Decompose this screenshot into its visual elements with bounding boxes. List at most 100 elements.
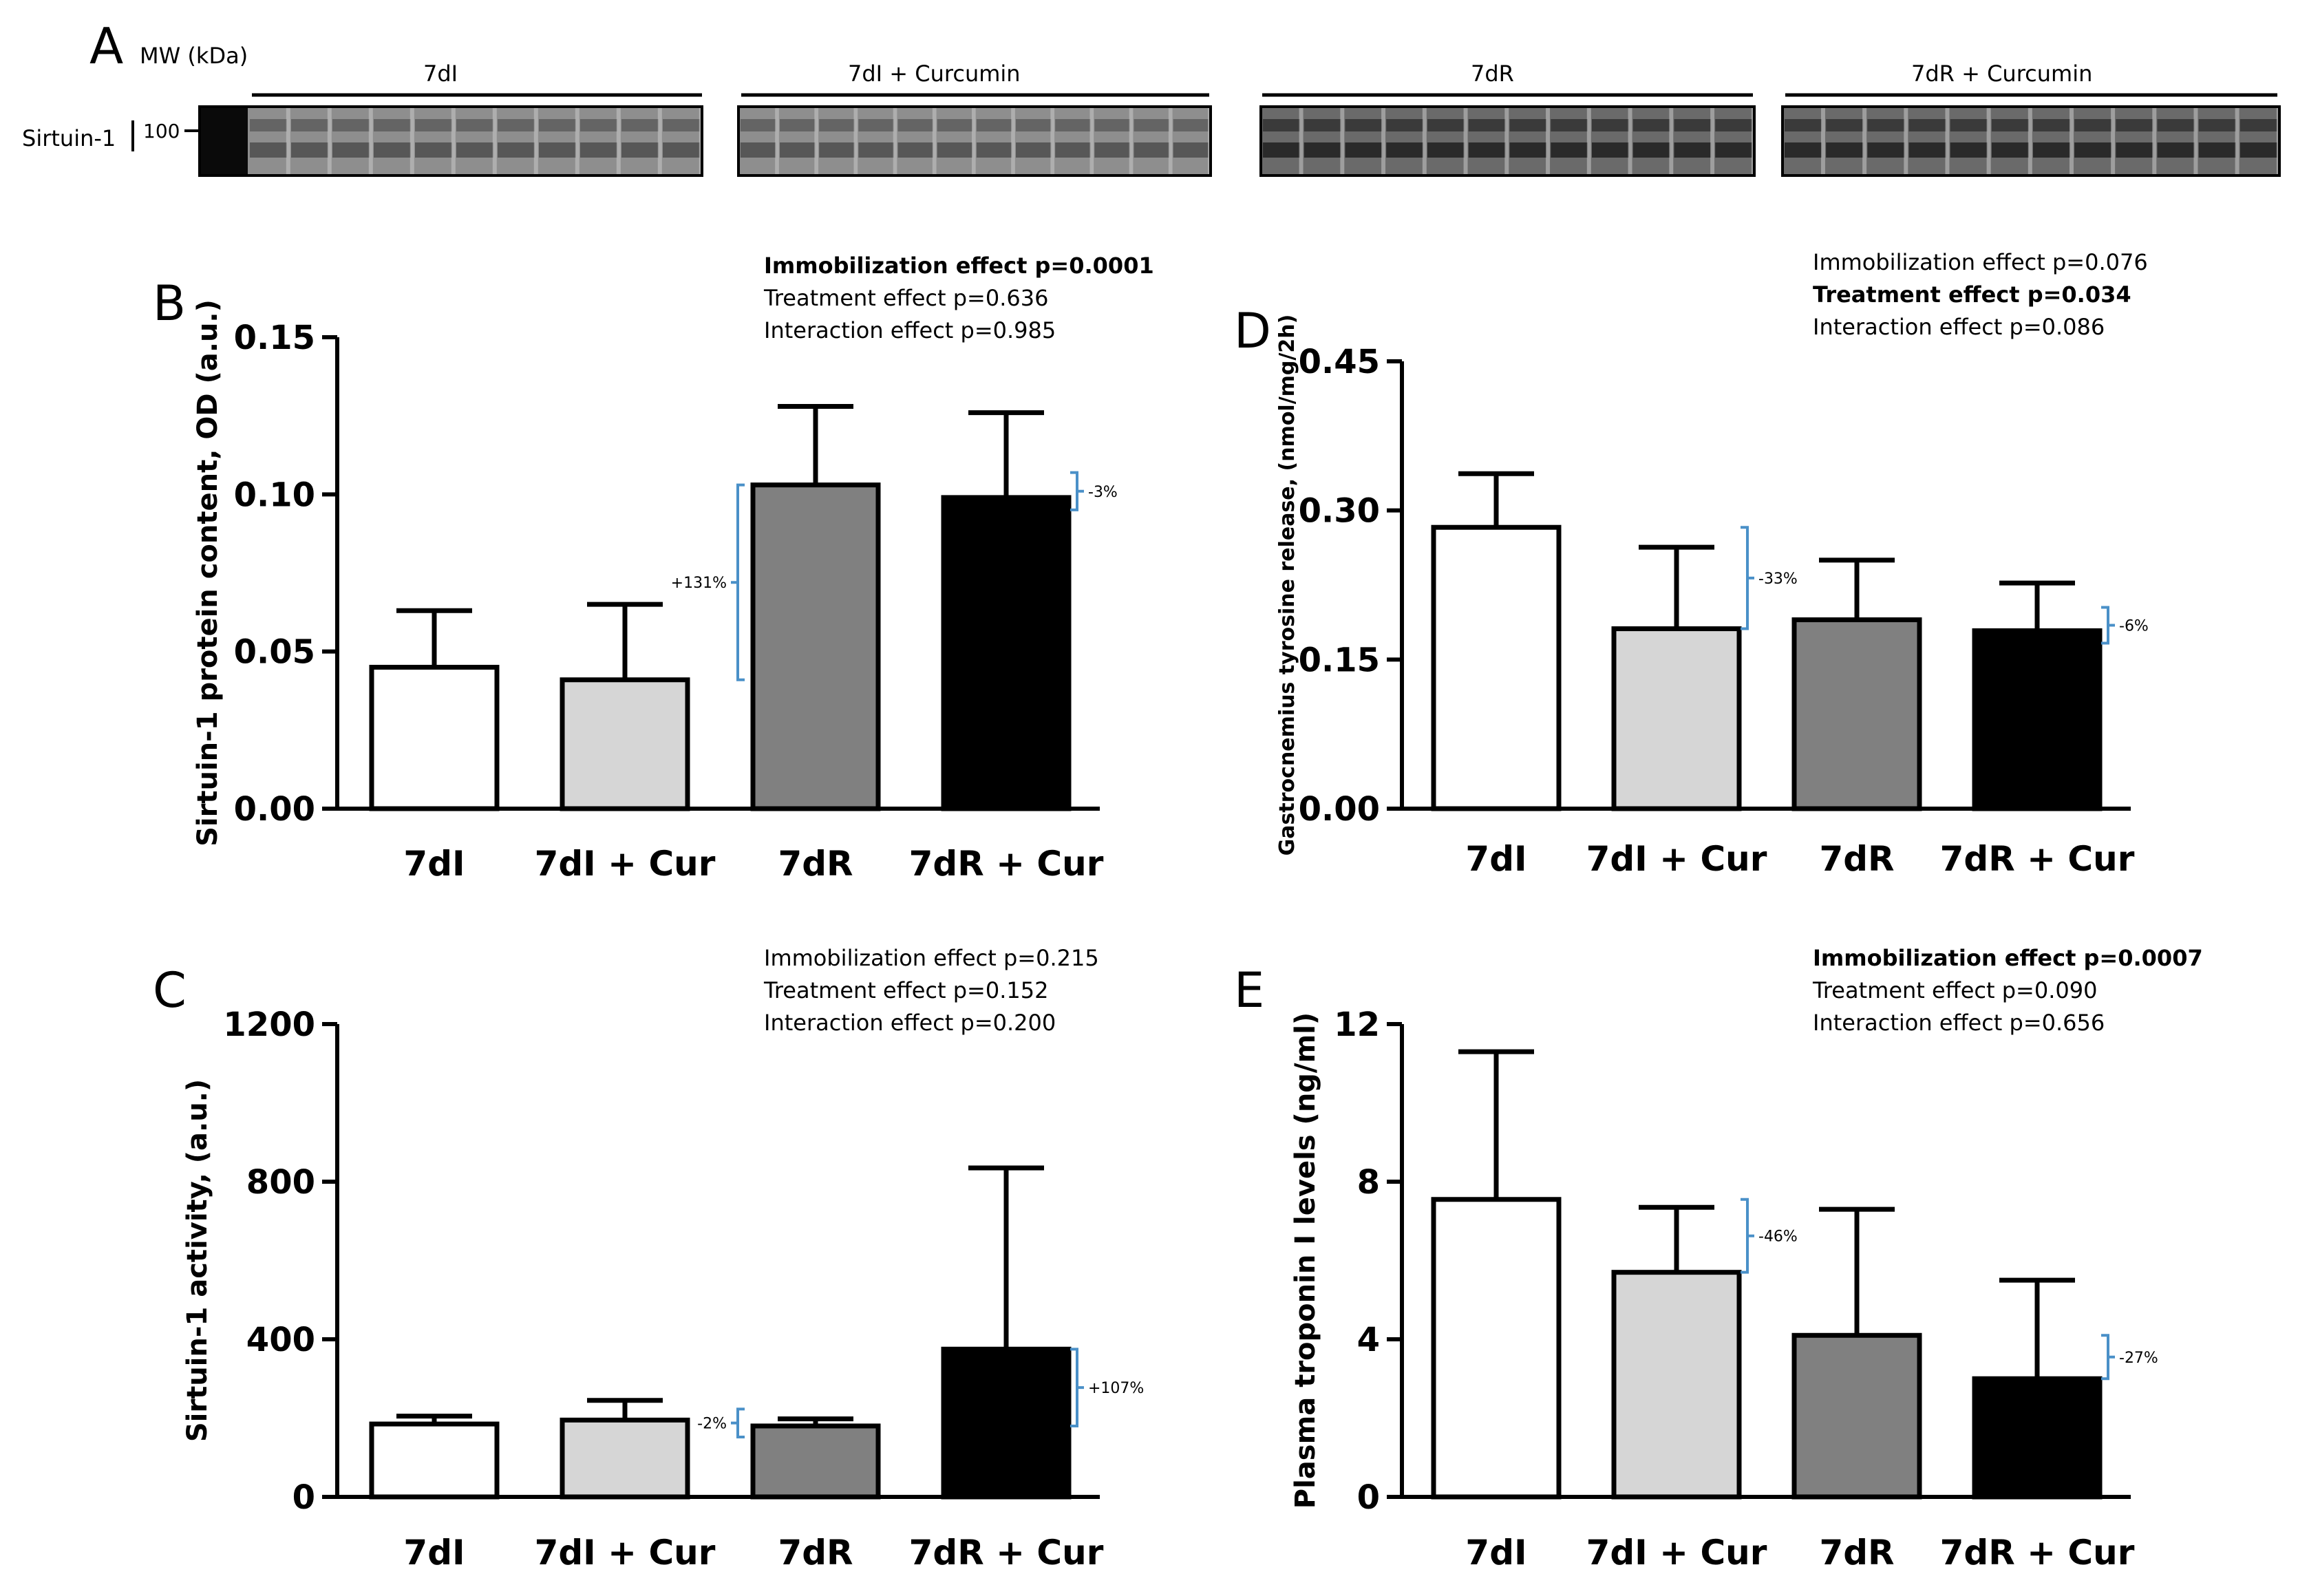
stats-line: Immobilization effect p=0.215 <box>764 945 1099 971</box>
change-bracket <box>2101 1334 2115 1381</box>
blot-band-upper <box>1674 119 1712 131</box>
y-tick-label: 400 <box>246 1321 315 1359</box>
blot-band-lower <box>2240 142 2277 158</box>
blot-band-upper <box>580 119 617 131</box>
change-label: -3% <box>1088 484 1118 501</box>
blot-band-upper <box>1991 119 2029 131</box>
blot-band-lower <box>1134 142 1169 158</box>
blot-lane-gap <box>932 107 937 175</box>
blot-band-upper <box>1094 119 1130 131</box>
blot-lane-gap <box>1504 107 1509 175</box>
blot-band-lower <box>937 142 973 158</box>
blot-lane-gap <box>893 107 897 175</box>
blot-lane-gap <box>971 107 976 175</box>
bar-7di-cur <box>1611 1270 1742 1500</box>
blot-band-upper <box>819 119 855 131</box>
stats-line: Treatment effect p=0.034 <box>1813 281 2131 308</box>
y-tick-label: 0.45 <box>1299 343 1380 381</box>
blot-lane-gap <box>368 107 373 175</box>
blot-strip-3 <box>1259 105 1756 177</box>
mw-label: MW (kDa) <box>140 43 248 69</box>
blot-band-upper <box>1632 119 1670 131</box>
blot-band-lower <box>1632 142 1670 158</box>
blot-band-upper <box>1345 119 1383 131</box>
blot-band-upper <box>1826 119 1864 131</box>
blot-band-lower <box>858 142 894 158</box>
blot-band-lower <box>1173 142 1209 158</box>
blot-band-lower <box>1591 142 1629 158</box>
blot-band-upper <box>2157 119 2195 131</box>
blot-band-upper <box>291 119 328 131</box>
blot-lane-gap <box>853 107 858 175</box>
change-label: -2% <box>697 1416 727 1433</box>
blot-lane-gap <box>2152 107 2157 175</box>
category-label: 7dI <box>1465 1533 1526 1573</box>
blot-band-upper <box>1262 119 1300 131</box>
blot-band-upper <box>1867 119 1905 131</box>
blot-band-upper <box>1134 119 1169 131</box>
bar-7dr <box>1791 617 1922 811</box>
blot-lane-gap <box>1463 107 1468 175</box>
blot-band-lower <box>1016 142 1052 158</box>
y-tick-label: 0.00 <box>1299 790 1380 829</box>
change-bracket <box>1741 1198 1754 1274</box>
stats-line: Interaction effect p=0.656 <box>1813 1010 2105 1036</box>
category-label: 7dR + Cur <box>909 1533 1104 1573</box>
blot-band-upper <box>1715 119 1753 131</box>
blot-band-upper <box>1304 119 1341 131</box>
blot-band-upper <box>1509 119 1547 131</box>
blot-band-upper <box>780 119 816 131</box>
blot-band-upper <box>621 119 659 131</box>
blot-band-upper <box>539 119 576 131</box>
blot-strip-frame <box>1259 105 1756 177</box>
blot-band-lower <box>1055 142 1091 158</box>
blot-lane-gap <box>286 107 290 175</box>
blot-band-lower <box>621 142 659 158</box>
y-tick-label: 4 <box>1357 1321 1380 1359</box>
blot-band-lower <box>1386 142 1424 158</box>
panel-c: C Immobilization effect p=0.215 Treatment … <box>153 945 1144 1573</box>
blot-lane-gap <box>1862 107 1867 175</box>
y-tick-label: 0 <box>1357 1478 1380 1517</box>
blot-band-upper <box>937 119 973 131</box>
panel-b: B Immobilization effect p=0.0001 Treatment… <box>153 253 1154 884</box>
blot-lane-gap <box>2111 107 2116 175</box>
change-bracket <box>731 1407 745 1438</box>
blot-lane-gap <box>1168 107 1173 175</box>
blot-band-lower <box>1551 142 1588 158</box>
stats-line: Interaction effect p=0.985 <box>764 317 1056 343</box>
blot-band-lower <box>1262 142 1300 158</box>
bar-7di-cur <box>1611 626 1742 811</box>
y-tick-label: 12 <box>1334 1006 1380 1044</box>
stats-line: Treatment effect p=0.636 <box>763 285 1048 311</box>
blot-band-lower <box>663 142 700 158</box>
y-axis-label: Sirtuin-1 activity, (a.u.) <box>182 1079 213 1442</box>
y-tick-label: 0.00 <box>234 790 315 829</box>
y-tick-label: 0.30 <box>1299 492 1380 531</box>
blot-band-lower <box>2157 142 2195 158</box>
blot-band-lower <box>580 142 617 158</box>
bar-7di <box>1431 524 1562 811</box>
blot-group-label-3: 7dR <box>1471 61 1514 87</box>
blot-band-upper <box>332 119 370 131</box>
blot-band-upper <box>897 119 933 131</box>
blot-lane-gap <box>1586 107 1591 175</box>
category-label: 7dI + Cur <box>1586 1533 1767 1573</box>
bar-7di <box>369 665 500 811</box>
y-tick-label: 1200 <box>223 1006 315 1044</box>
blot-band-upper <box>1591 119 1629 131</box>
blot-strip-1 <box>198 105 703 177</box>
category-label: 7dI + Cur <box>535 1533 716 1573</box>
blot-band-lower <box>332 142 370 158</box>
blot-strip-4 <box>1781 105 2281 177</box>
blot-band-upper <box>374 119 411 131</box>
bar-7dr <box>1791 1332 1922 1500</box>
bar-7di <box>369 1421 500 1500</box>
y-tick-label: 800 <box>246 1163 315 1202</box>
blot-lane-gap <box>575 107 579 175</box>
y-tick-label: 0.15 <box>234 319 315 357</box>
panel-a-letter: A <box>89 17 123 75</box>
blot-band-upper <box>2240 119 2277 131</box>
blot-band-upper <box>1386 119 1424 131</box>
blot-lane-gap <box>492 107 497 175</box>
